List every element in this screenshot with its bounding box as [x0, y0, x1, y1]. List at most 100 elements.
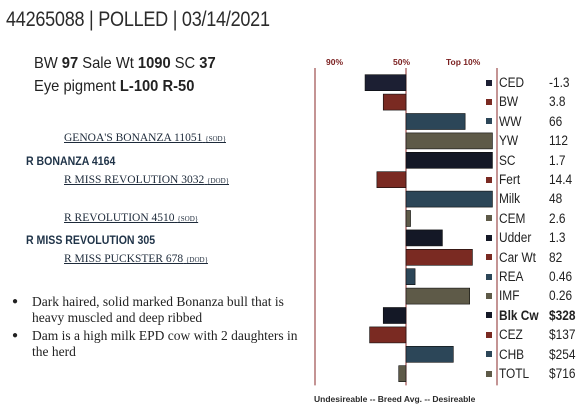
epd-label: Milk [499, 191, 521, 207]
epd-label: BW [499, 94, 519, 110]
bar-cez [369, 326, 407, 344]
bw-label: BW [34, 55, 62, 72]
epd-label: IMF [499, 288, 520, 304]
bar-bw [382, 93, 407, 111]
bullet-icon: ● [12, 330, 19, 341]
epd-label: CEM [499, 210, 526, 226]
epd-value: $328 [549, 307, 576, 323]
bar-sc [405, 152, 493, 169]
sc-label: SC [170, 55, 200, 72]
epd-row-sc: SC 1.7 [486, 151, 568, 170]
scale-label-top10: Top 10% [446, 57, 481, 67]
epd-row-rea: REA 0.46 [486, 267, 575, 286]
epd-value: 82 [549, 249, 563, 265]
epd-row-imf: IMF 0.26 [486, 286, 575, 305]
note-text: Dark haired, solid marked Bonanza bull t… [32, 294, 284, 325]
legend-swatch-icon [486, 292, 492, 299]
epd-row-bw: BW 3.8 [486, 92, 568, 111]
bw-value: 97 [61, 55, 79, 72]
pedigree-code: {DOD} [186, 256, 208, 264]
epd-label: CHB [499, 346, 525, 362]
pedigree-code: {SOD} [205, 135, 226, 143]
epd-row-udder: Udder 1.3 [486, 228, 568, 247]
sale-wt-value: 1090 [137, 55, 171, 72]
epd-label: Fert [499, 172, 521, 187]
pedigree-sire-sire: GENOA'S BONANZA 11051 {SOD} [64, 132, 226, 144]
epd-value: $254 [549, 346, 576, 362]
pedigree-dam: R MISS REVOLUTION 305 [26, 233, 156, 247]
pedigree-dam-dam: R MISS PUCKSTER 678 {DOD} [64, 253, 208, 265]
epd-value: 14.4 [549, 172, 573, 187]
scale-label-50: 50% [393, 57, 411, 67]
notes-list: ● Dark haired, solid marked Bonanza bull … [12, 294, 302, 362]
bar-chb [405, 345, 454, 363]
legend-swatch-icon [486, 273, 492, 280]
note-item: ● Dam is a high milk EPD cow with 2 daugh… [12, 328, 302, 360]
chart-bottom-label: Undesireable -- Breed Avg. -- Desireable [314, 394, 476, 404]
eye-pigment-line: Eye pigment L-100 R-50 [34, 78, 194, 96]
epd-value: -1.3 [549, 75, 570, 90]
epd-value: 0.46 [549, 269, 573, 284]
pedigree-name: R REVOLUTION 4510 [64, 212, 175, 224]
sale-wt-label: Sale Wt [78, 55, 138, 72]
eye-pigment-label: Eye pigment [34, 78, 120, 95]
bar-udder [405, 229, 443, 247]
epd-row-totl: TOTL $716 [486, 364, 579, 383]
eye-pigment-left: L-100 [119, 78, 159, 95]
legend-swatch-icon [486, 234, 492, 241]
sc-value: 37 [199, 55, 216, 72]
note-text: Dam is a high milk EPD cow with 2 daught… [32, 328, 298, 359]
legend-swatch-icon [486, 215, 492, 222]
epd-label: TOTL [499, 366, 530, 381]
epd-row-cem: CEM 2.6 [486, 209, 568, 228]
epd-value: $716 [549, 366, 576, 381]
legend-swatch-icon [486, 195, 492, 202]
bar-rea [405, 268, 416, 286]
epd-value: 3.8 [549, 94, 566, 110]
epd-label: CEZ [499, 327, 523, 343]
legend-swatch-icon [486, 79, 492, 86]
epd-row-ced: CED -1.3 [486, 73, 572, 92]
epd-row-car-wt: Car Wt 82 [486, 248, 564, 267]
legend-swatch-icon [486, 370, 492, 377]
bullet-icon: ● [12, 296, 19, 307]
note-item: ● Dark haired, solid marked Bonanza bull … [12, 294, 302, 326]
epd-label: REA [499, 269, 524, 284]
epd-label: SC [499, 152, 516, 168]
epd-value: 112 [549, 133, 568, 149]
epd-label: YW [499, 133, 519, 149]
pedigree-code: {DOD} [207, 177, 230, 185]
bar-blk-cw [382, 307, 407, 324]
legend-swatch-icon [486, 118, 492, 125]
pedigree-sire-dam: R MISS REVOLUTION 3032 {DOD} [64, 174, 229, 186]
bar-milk [405, 190, 493, 208]
legend-swatch-icon [486, 157, 492, 164]
legend-swatch-icon [486, 312, 492, 319]
epd-row-ww: WW 66 [486, 112, 564, 131]
weights-line: BW 97 Sale Wt 1090 SC 37 [34, 55, 216, 73]
pedigree-code: {SOD} [177, 215, 199, 223]
scale-label-90: 90% [326, 57, 344, 67]
bar-fert [376, 171, 407, 188]
bar-yw [405, 132, 493, 150]
epd-row-fert: Fert 14.4 [486, 170, 575, 189]
bar-cem [405, 210, 411, 227]
bar-imf [405, 287, 471, 305]
bar-ced [364, 74, 407, 91]
epd-row-milk: Milk 48 [486, 189, 564, 208]
pedigree-sire: R BONANZA 4164 [26, 154, 116, 168]
epd-row-blk-cw: Blk Cw $328 [486, 306, 579, 325]
legend-swatch-icon [486, 254, 492, 261]
legend-swatch-icon [486, 351, 492, 358]
epd-row-cez: CEZ $137 [486, 325, 579, 344]
epd-label: CED [499, 75, 525, 90]
epd-value: 1.3 [549, 230, 566, 246]
legend-swatch-icon [486, 176, 492, 183]
bar-car-wt [405, 249, 473, 266]
epd-value: 66 [549, 113, 563, 129]
chart-bars [364, 74, 493, 383]
bar-totl [398, 365, 407, 383]
epd-label: Car Wt [499, 249, 536, 265]
epd-value: 2.6 [549, 210, 566, 226]
